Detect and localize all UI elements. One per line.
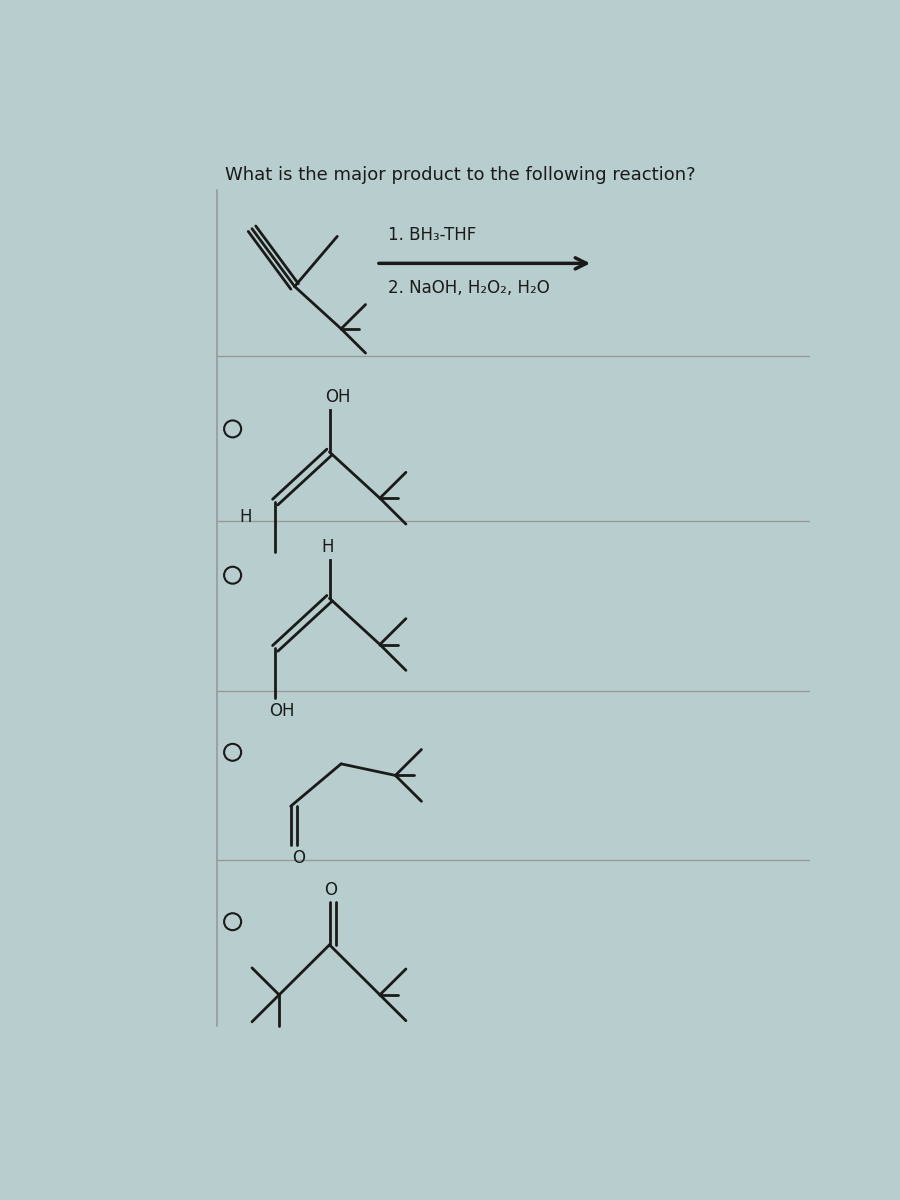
- Text: OH: OH: [326, 388, 351, 406]
- Text: What is the major product to the following reaction?: What is the major product to the followi…: [225, 166, 696, 184]
- Text: O: O: [325, 881, 338, 899]
- Text: H: H: [239, 509, 252, 527]
- Text: 1. BH₃-THF: 1. BH₃-THF: [388, 226, 476, 244]
- Text: H: H: [321, 538, 333, 556]
- Text: O: O: [292, 848, 305, 866]
- Text: 2. NaOH, H₂O₂, H₂O: 2. NaOH, H₂O₂, H₂O: [388, 278, 549, 296]
- Text: OH: OH: [269, 702, 294, 720]
